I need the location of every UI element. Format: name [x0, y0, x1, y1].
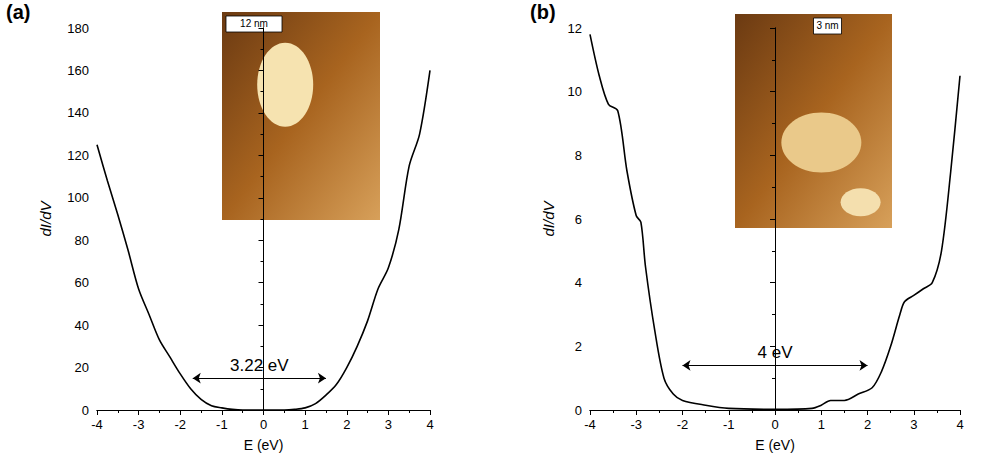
svg-text:2: 2: [343, 417, 350, 432]
svg-text:3 nm: 3 nm: [816, 20, 838, 31]
svg-text:1: 1: [302, 417, 309, 432]
svg-text:4 eV: 4 eV: [758, 343, 794, 362]
svg-text:1: 1: [818, 417, 825, 432]
svg-text:2: 2: [575, 339, 582, 354]
svg-text:4: 4: [956, 417, 963, 432]
svg-text:160: 160: [67, 63, 89, 78]
svg-text:E (eV): E (eV): [755, 437, 795, 453]
svg-text:3: 3: [385, 417, 392, 432]
svg-text:-3: -3: [133, 417, 145, 432]
svg-text:3: 3: [910, 417, 917, 432]
svg-text:12: 12: [568, 21, 582, 36]
svg-text:-4: -4: [584, 417, 596, 432]
svg-text:120: 120: [67, 148, 89, 163]
svg-text:60: 60: [75, 275, 89, 290]
svg-text:-2: -2: [677, 417, 689, 432]
svg-text:180: 180: [67, 21, 89, 36]
svg-text:(b): (b): [530, 1, 556, 23]
svg-text:dI/dV: dI/dV: [540, 199, 557, 236]
svg-text:4: 4: [575, 275, 582, 290]
svg-text:80: 80: [75, 233, 89, 248]
svg-text:10: 10: [568, 84, 582, 99]
svg-text:0: 0: [575, 403, 582, 418]
svg-text:3.22 eV: 3.22 eV: [230, 356, 289, 375]
svg-text:0: 0: [82, 403, 89, 418]
svg-text:-2: -2: [174, 417, 186, 432]
svg-text:-4: -4: [91, 417, 103, 432]
svg-text:4: 4: [426, 417, 433, 432]
svg-text:40: 40: [75, 318, 89, 333]
svg-text:E (eV): E (eV): [244, 437, 284, 453]
svg-text:0: 0: [260, 417, 267, 432]
svg-text:(a): (a): [6, 1, 30, 23]
svg-text:-3: -3: [630, 417, 642, 432]
svg-text:-1: -1: [216, 417, 228, 432]
svg-text:140: 140: [67, 105, 89, 120]
svg-text:20: 20: [75, 360, 89, 375]
svg-text:0: 0: [771, 417, 778, 432]
svg-text:2: 2: [864, 417, 871, 432]
svg-text:6: 6: [575, 212, 582, 227]
svg-text:12 nm: 12 nm: [240, 18, 268, 29]
svg-text:dI/dV: dI/dV: [37, 199, 54, 236]
svg-text:100: 100: [67, 190, 89, 205]
svg-text:8: 8: [575, 148, 582, 163]
svg-text:-1: -1: [723, 417, 735, 432]
